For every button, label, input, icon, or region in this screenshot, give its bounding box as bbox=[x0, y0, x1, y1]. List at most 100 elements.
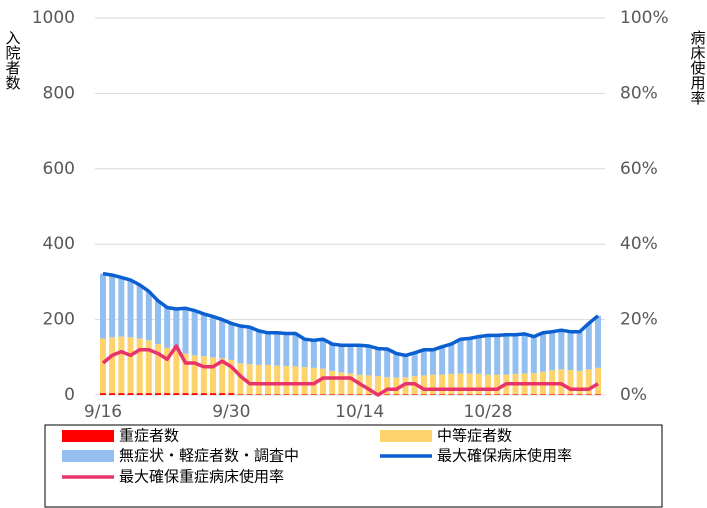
bar-segment bbox=[182, 308, 189, 354]
bar-segment bbox=[540, 332, 546, 372]
bar-segment bbox=[164, 347, 171, 394]
bar-segment bbox=[191, 355, 198, 394]
bar-segment bbox=[127, 280, 134, 338]
bar-segment bbox=[485, 335, 491, 375]
bar-segment bbox=[365, 375, 372, 395]
bar-segment bbox=[411, 352, 418, 377]
y2-tick-label: 100% bbox=[620, 8, 669, 28]
bar-segment bbox=[338, 345, 345, 373]
bar-segment bbox=[375, 348, 381, 377]
bar-segment bbox=[246, 394, 253, 395]
y-tick-label: 600 bbox=[43, 159, 75, 179]
bar-segment bbox=[439, 346, 446, 375]
x-tick-label: 9/16 bbox=[84, 402, 122, 422]
y2-tick-label: 0% bbox=[620, 385, 647, 405]
bar-segment bbox=[466, 373, 473, 395]
bar-segment bbox=[430, 394, 436, 395]
bar-segment bbox=[530, 394, 537, 395]
bar-segment bbox=[210, 393, 216, 395]
legend-label: 最大確保病床使用率 bbox=[437, 447, 572, 465]
bar-segment bbox=[118, 393, 125, 395]
bar-segment bbox=[347, 394, 354, 395]
bar-segment bbox=[402, 355, 409, 378]
bar-segment bbox=[155, 300, 161, 345]
y2-tick-label: 60% bbox=[620, 159, 658, 179]
bar-segment bbox=[127, 337, 134, 394]
bar-segment bbox=[274, 394, 281, 395]
bar-segment bbox=[475, 394, 482, 395]
bar-segment bbox=[182, 353, 189, 394]
bar-segment bbox=[100, 393, 106, 395]
bar-segment bbox=[540, 394, 546, 395]
bar-segment bbox=[585, 394, 592, 395]
bar-segment bbox=[210, 357, 216, 394]
bar-segment bbox=[485, 374, 491, 395]
legend-label: 無症状・軽症者数・調査中 bbox=[119, 447, 299, 465]
bar-segment bbox=[494, 394, 501, 395]
bar-segment bbox=[283, 333, 290, 366]
bar-segment bbox=[173, 309, 180, 351]
bar-segment bbox=[457, 339, 464, 374]
bar-segment bbox=[274, 365, 281, 395]
bar-segment bbox=[255, 364, 262, 395]
bar-segment bbox=[567, 370, 574, 395]
bar-segment bbox=[448, 394, 455, 395]
bar-segment bbox=[136, 393, 143, 395]
bar-segment bbox=[420, 375, 427, 395]
bar-segment bbox=[310, 394, 317, 395]
bar-segment bbox=[549, 394, 556, 395]
bar-segment bbox=[219, 393, 226, 395]
bar-segment bbox=[301, 394, 308, 395]
bar-segment bbox=[347, 345, 354, 374]
bar-segment bbox=[521, 394, 528, 395]
y-tick-label: 400 bbox=[43, 234, 75, 254]
bar-segment bbox=[375, 376, 381, 395]
y2-axis-title: 病床使用率 bbox=[689, 30, 707, 105]
bar-segment bbox=[155, 393, 161, 395]
bar-segment bbox=[292, 333, 299, 367]
bar-segment bbox=[320, 368, 326, 395]
bar-segment bbox=[365, 345, 372, 376]
bar-segment bbox=[219, 358, 226, 394]
bar-segment bbox=[292, 394, 299, 395]
x-tick-label: 9/30 bbox=[212, 402, 250, 422]
bar-segment bbox=[136, 338, 143, 394]
bar-segment bbox=[329, 394, 336, 395]
bar-segment bbox=[100, 273, 106, 339]
y2-tick-label: 80% bbox=[620, 83, 658, 103]
bar-segment bbox=[595, 367, 601, 395]
bar-segment bbox=[320, 339, 326, 369]
bar-segment bbox=[475, 373, 482, 395]
bar-segment bbox=[237, 326, 244, 364]
bar-segment bbox=[255, 394, 262, 395]
bar-segment bbox=[228, 323, 235, 360]
bar-segment bbox=[356, 394, 363, 395]
bar-segment bbox=[439, 394, 446, 395]
bar-segment bbox=[512, 334, 519, 374]
bar-segment bbox=[228, 359, 235, 394]
bar-segment bbox=[558, 330, 565, 370]
bar-segment bbox=[246, 327, 253, 365]
bar-segment bbox=[182, 393, 189, 395]
legend-swatch bbox=[62, 450, 114, 462]
bar-segment bbox=[191, 393, 198, 395]
bar-segment bbox=[145, 340, 152, 394]
bar-segment bbox=[558, 394, 565, 395]
bar-segment bbox=[155, 344, 161, 394]
bar-segment bbox=[237, 394, 244, 395]
bar-segment bbox=[127, 393, 134, 395]
bar-segment bbox=[329, 344, 336, 371]
bar-segment bbox=[585, 323, 592, 370]
bar-segment bbox=[292, 366, 299, 395]
y-tick-label: 1000 bbox=[32, 8, 75, 28]
bar-segment bbox=[448, 373, 455, 395]
y2-tick-label: 40% bbox=[620, 234, 658, 254]
bar-segment bbox=[466, 394, 473, 395]
y-axis-title: 入院者数 bbox=[4, 30, 22, 90]
bar-segment bbox=[274, 332, 281, 366]
bar-segment bbox=[173, 350, 180, 394]
bar-segment bbox=[466, 338, 473, 374]
bar-segment bbox=[384, 349, 391, 378]
